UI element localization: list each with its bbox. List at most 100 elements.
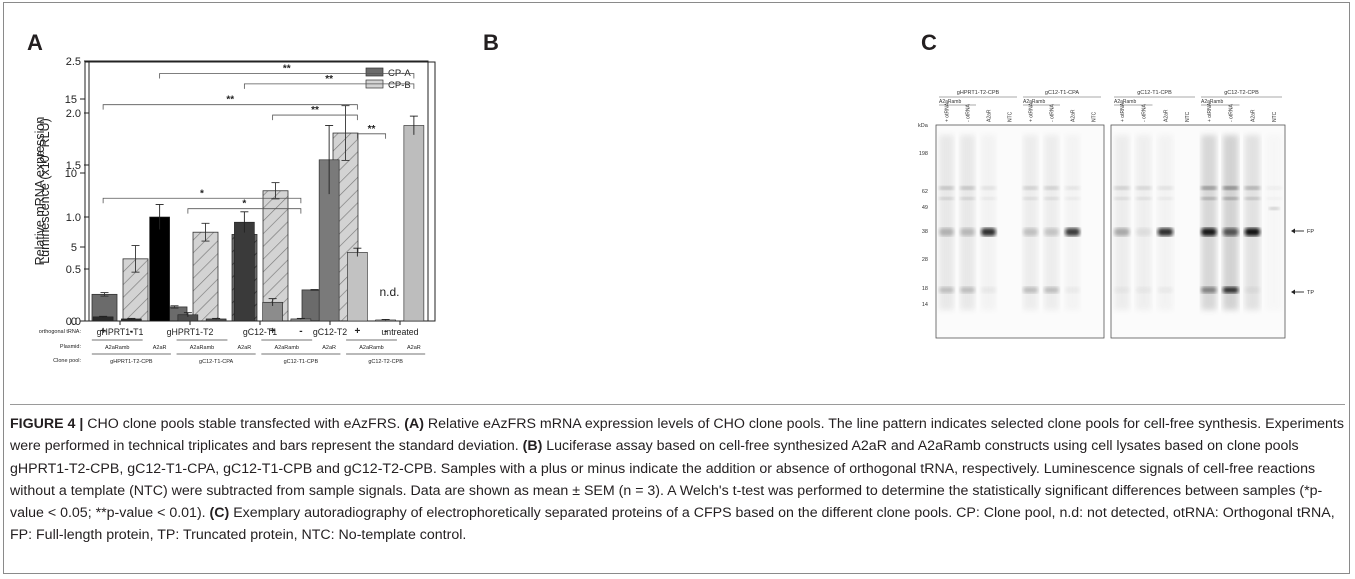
x-tick-label-2: gC12-T1 — [243, 327, 277, 337]
significance-label-5: * — [200, 188, 204, 199]
gel-band-tp-0 — [939, 287, 954, 293]
panel-a-label: A — [27, 30, 43, 55]
gel-band-55-5 — [1044, 197, 1059, 200]
plasmid-label-0: A2aRamb — [105, 345, 129, 351]
caption-b-tag: (B) — [522, 438, 543, 455]
gel-band-fp-0 — [939, 228, 954, 236]
gel-lane-label-1-1-3: NTC — [1272, 111, 1278, 122]
gel-band-55-9 — [1136, 197, 1152, 200]
gel-group-label-1-0: gC12-T1-CPB — [1137, 90, 1172, 96]
gel-band-62-5 — [1044, 186, 1059, 190]
gel-band-62-13 — [1223, 186, 1239, 190]
gel-band-62-2 — [981, 186, 996, 190]
marker-label-6: 14 — [922, 302, 928, 308]
gel-band-tp-9 — [1136, 287, 1152, 293]
gel-band-55-12 — [1201, 197, 1217, 200]
chart-b: 0.0 0.5 1.0 1.5 2.0 2.5 Luminescence (x106 RLU… — [37, 56, 429, 365]
caption-c-tag: (C) — [209, 505, 230, 522]
y-tick-label-4: 2.0 — [66, 108, 81, 120]
gel-band-tp-4 — [1023, 287, 1038, 293]
bar-cp-b-2 — [262, 190, 289, 322]
gel-band-62-12 — [1201, 186, 1217, 190]
y-axis-label: Relative mRNA expression — [33, 117, 47, 266]
gel-band-55-15 — [1266, 197, 1282, 200]
tp-arrowhead-icon — [1291, 289, 1295, 295]
gel-smear-5 — [1044, 135, 1059, 310]
tp-label: TP — [1307, 290, 1314, 296]
gel-smear-14 — [1244, 135, 1260, 310]
gel-band-fp-2 — [981, 228, 996, 236]
plasmid-label-5: A2aR — [322, 345, 336, 351]
gel-lane-label-1-0-1: - otRNA — [1142, 104, 1148, 122]
y-tick-label-2: 10 — [65, 168, 77, 180]
significance-label-0: ** — [283, 63, 291, 74]
gel-band-62-15 — [1266, 186, 1282, 190]
y-axis-label: Luminescence (x106 RLU) — [37, 118, 52, 264]
gel-sub-label-0-1: A2aRamb — [1023, 99, 1045, 105]
caption-figure-label: FIGURE 4 | — [10, 416, 84, 432]
gel-lane-label-1-1-0: + otRNA — [1207, 102, 1213, 122]
figure-caption: FIGURE 4 | CHO clone pools stable transf… — [10, 404, 1345, 547]
y-tick-label-1: 5 — [71, 242, 77, 254]
trna-mark-9: + — [354, 326, 360, 337]
gel-smear-15 — [1267, 135, 1282, 310]
gel-band-tp-12 — [1201, 287, 1217, 293]
gel-faint-band-ntc — [1269, 207, 1280, 210]
gel-band-tp-13 — [1223, 287, 1239, 293]
trna-mark-1: - — [130, 326, 133, 337]
gel-lane-label-1-0-3: NTC — [1185, 111, 1191, 122]
significance-label-3: ** — [311, 105, 319, 116]
marker-label-5: 18 — [922, 286, 928, 292]
x-tick-label-1: gHPRT1-T2 — [167, 327, 214, 337]
gel-group-label-0-0: gHPRT1-T2-CPB — [957, 90, 1000, 96]
marker-label-0: 198 — [919, 151, 928, 157]
gel-band-62-10 — [1157, 186, 1173, 190]
y-tick-label-5: 2.5 — [66, 56, 81, 68]
gel-band-55-10 — [1157, 197, 1173, 200]
gel-lane-label-0-1-1: - otRNA — [1050, 104, 1056, 122]
gel-autoradiography: kDa198624938281814gHPRT1-T2-CPBA2aRamb+ … — [918, 90, 1314, 339]
trna-mark-6: + — [270, 326, 276, 337]
plasmid-label-6: A2aRamb — [359, 345, 383, 351]
gel-smear-4 — [1023, 135, 1038, 310]
gel-band-tp-14 — [1244, 287, 1260, 293]
trna-mark-10: - — [384, 326, 387, 337]
panel-b-label: B — [483, 30, 499, 55]
gel-lane-label-0-0-0: + otRNA — [945, 102, 951, 122]
legend-swatch-0 — [365, 67, 384, 77]
row-title-trna: orthogonal tRNA: — [39, 329, 82, 335]
panel-c-label: C — [921, 30, 937, 55]
gel-band-fp-1 — [960, 228, 975, 236]
pool-label-0: gHPRT1-T2-CPB — [110, 359, 153, 365]
plot-frame — [88, 60, 429, 322]
trna-mark-7: - — [299, 326, 302, 337]
gel-lane-label-0-0-3: NTC — [1008, 111, 1014, 122]
significance-label-4: ** — [368, 124, 376, 135]
figure-frame — [3, 2, 1350, 574]
row-title-pool: Clone pool: — [53, 358, 81, 364]
significance-bracket-4 — [356, 133, 387, 139]
gel-lane-label-1-1-2: A2aR — [1250, 109, 1256, 122]
gel-band-62-6 — [1065, 186, 1080, 190]
gel-band-55-14 — [1244, 197, 1260, 200]
gel-band-62-8 — [1114, 186, 1130, 190]
gel-smear-6 — [1065, 135, 1080, 310]
gel-band-fp-12 — [1201, 228, 1217, 236]
gel-smear-1 — [960, 135, 975, 310]
gel-band-tp-8 — [1114, 287, 1130, 293]
kda-label: kDa — [918, 123, 929, 129]
significance-bracket-0 — [159, 73, 415, 79]
significance-bracket-5 — [102, 197, 302, 204]
gel-lane-label-0-1-2: A2aR — [1071, 109, 1077, 122]
significance-label-2: ** — [226, 95, 234, 106]
gel-lane-label-1-0-0: + otRNA — [1120, 102, 1126, 122]
gel-sub-label-1-0: A2aRamb — [1114, 99, 1136, 105]
significance-label-6: * — [242, 199, 246, 210]
fp-arrowhead-icon — [1291, 228, 1295, 234]
gel-lane-label-1-0-2: A2aR — [1163, 109, 1169, 122]
gel-smear-2 — [981, 135, 996, 310]
significance-bracket-1 — [243, 83, 415, 89]
gel-band-fp-10 — [1157, 228, 1173, 236]
marker-label-3: 38 — [922, 229, 928, 235]
gel-band-55-8 — [1114, 197, 1130, 200]
